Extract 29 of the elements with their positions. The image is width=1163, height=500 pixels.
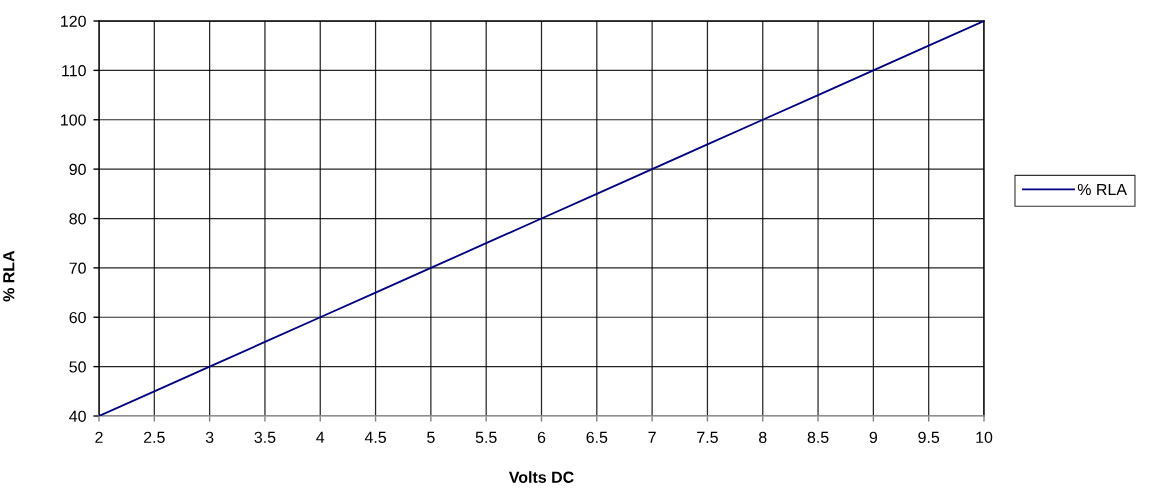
x-tick-label: 3: [205, 431, 214, 444]
x-tick-label: 10: [976, 431, 993, 444]
x-tick-label: 8.5: [807, 431, 829, 444]
x-tick-label: 4.5: [364, 431, 386, 444]
x-tick-label: 2: [95, 431, 103, 443]
x-tick-label: 7: [648, 431, 656, 443]
x-tick-label: 6: [537, 431, 546, 444]
x-axis-title: Volts DC: [508, 471, 574, 483]
legend-label: % RLA: [1077, 183, 1127, 196]
x-tick-label: 4: [316, 431, 325, 443]
x-tick-label: 5.5: [475, 431, 497, 444]
y-tick-label: 60: [69, 311, 86, 324]
y-tick-label: 50: [69, 361, 86, 373]
y-axis-title: % RLA: [3, 250, 15, 302]
x-tick-label: 2.5: [144, 431, 165, 444]
y-tick-label: 120: [61, 15, 86, 27]
x-tick-label: 9: [869, 431, 878, 444]
y-tick-label: 100: [61, 114, 86, 126]
y-tick-label: 70: [69, 262, 86, 274]
y-tick-label: 90: [69, 163, 86, 176]
y-tick-label: 110: [62, 65, 86, 77]
x-tick-label: 5: [427, 431, 435, 444]
y-tick-label: 40: [69, 410, 86, 422]
x-tick-label: 8: [759, 431, 767, 444]
y-tick-label: 80: [69, 213, 86, 225]
x-tick-label: 9.5: [918, 431, 940, 444]
x-tick-label: 3.5: [254, 431, 276, 444]
x-tick-label: 6.5: [586, 431, 608, 444]
x-tick-label: 7.5: [697, 431, 718, 444]
